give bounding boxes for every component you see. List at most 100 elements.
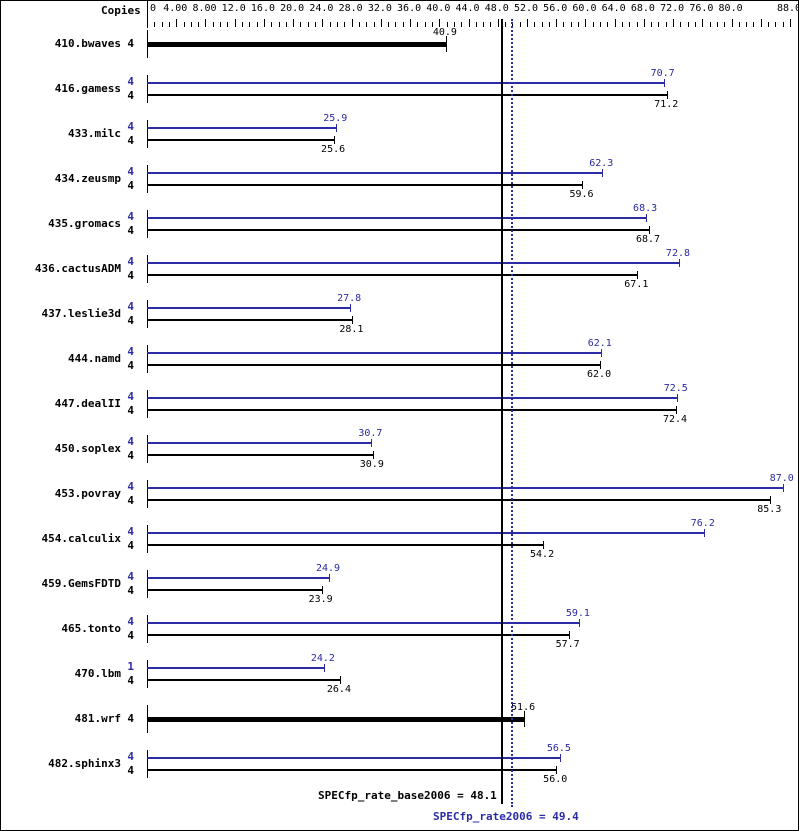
tick-mark <box>505 22 506 27</box>
peak-value: 87.0 <box>769 473 794 484</box>
tick-label: 40.0 <box>426 3 451 14</box>
peak-bar <box>147 262 679 264</box>
tick-mark <box>359 22 360 27</box>
tick-mark <box>220 22 221 27</box>
tick-mark <box>622 22 623 27</box>
base-bar-end <box>676 406 677 414</box>
peak-bar <box>147 532 704 534</box>
peak-bar-end <box>323 664 325 672</box>
benchmark-label: 447.dealII <box>54 397 121 410</box>
base-bar <box>147 499 771 501</box>
base-bar <box>147 42 446 47</box>
benchmark-label: 465.tonto <box>61 622 121 635</box>
base-value: 67.1 <box>624 279 649 290</box>
peak-copies: 4 <box>127 210 134 223</box>
base-value: 51.6 <box>511 702 536 713</box>
peak-bar-end <box>371 439 373 447</box>
tick-mark <box>775 22 776 27</box>
tick-mark <box>483 22 484 27</box>
tick-mark <box>410 19 411 27</box>
row-axis <box>147 660 148 688</box>
tick-mark <box>366 22 367 27</box>
tick-mark <box>695 22 696 27</box>
tick-mark <box>308 22 309 27</box>
base-value: 72.4 <box>663 414 688 425</box>
base-bar-end <box>667 91 669 99</box>
peak-bar-end <box>676 394 678 402</box>
tick-mark <box>688 22 689 27</box>
peak-bar <box>147 487 783 489</box>
peak-copies: 1 <box>127 660 134 673</box>
benchmark-label: 481.wrf <box>74 712 121 725</box>
copies-value: 4 <box>127 37 134 50</box>
row-axis <box>147 750 148 778</box>
tick-mark <box>585 19 586 27</box>
row-axis <box>147 570 148 598</box>
base-value: 25.6 <box>321 144 346 155</box>
base-value: 28.1 <box>339 324 364 335</box>
base-bar-end <box>543 541 545 549</box>
base-bar <box>147 454 373 456</box>
row-axis <box>147 480 148 508</box>
benchmark-label: 454.calculix <box>41 532 121 545</box>
tick-label: 8.00 <box>192 3 217 14</box>
tick-label: 24.0 <box>309 3 334 14</box>
base-bar-end <box>372 451 374 459</box>
base-copies: 4 <box>127 764 134 777</box>
base-copies: 4 <box>127 539 134 552</box>
base-copies: 4 <box>127 629 134 642</box>
peak-copies: 4 <box>127 165 134 178</box>
tick-mark <box>593 22 594 27</box>
benchmark-label: 444.namd <box>68 352 121 365</box>
peak-bar <box>147 172 603 174</box>
tick-mark <box>388 22 389 27</box>
row-axis <box>147 525 148 553</box>
peak-bar-end <box>600 349 602 357</box>
peak-value: 72.8 <box>665 248 691 259</box>
base-bar-end <box>352 316 354 324</box>
tick-mark <box>352 19 353 27</box>
peak-value: 62.3 <box>589 158 614 169</box>
tick-mark <box>242 22 243 27</box>
peak-bar-end <box>328 574 330 582</box>
tick-mark <box>147 19 148 27</box>
benchmark-label: 470.lbm <box>74 667 121 680</box>
tick-mark <box>534 22 535 27</box>
copies-header: Copies <box>101 4 141 17</box>
benchmark-label: 453.povray <box>54 487 121 500</box>
tick-mark <box>702 19 703 27</box>
tick-mark <box>381 19 382 27</box>
tick-mark <box>556 19 557 27</box>
peak-value: 76.2 <box>690 518 715 529</box>
peak-bar-end <box>602 169 604 177</box>
base-bar-end <box>770 496 772 504</box>
base-bar <box>147 319 353 321</box>
peak-value: 59.1 <box>565 608 590 619</box>
base-summary-label: SPECfp_rate_base2006 = 48.1 <box>318 789 497 802</box>
tick-mark <box>783 22 784 27</box>
tick-mark <box>600 22 601 27</box>
peak-bar <box>147 397 677 399</box>
peak-value: 70.7 <box>650 68 675 79</box>
peak-copies: 4 <box>127 480 134 493</box>
tick-mark <box>191 22 192 27</box>
benchmark-label: 434.zeusmp <box>54 172 121 185</box>
peak-bar <box>147 622 579 624</box>
peak-copies: 4 <box>127 300 134 313</box>
tick-mark <box>673 19 674 27</box>
peak-value: 24.9 <box>315 563 341 574</box>
tick-mark <box>542 22 543 27</box>
benchmark-label: 433.milc <box>68 127 121 140</box>
tick-label: 64.0 <box>601 3 626 14</box>
peak-reference-line <box>510 19 513 807</box>
peak-copies: 4 <box>127 390 134 403</box>
tick-mark <box>469 19 470 27</box>
benchmark-label: 416.gamess <box>54 82 121 95</box>
tick-mark <box>768 22 769 27</box>
base-copies: 4 <box>127 404 134 417</box>
base-bar-end <box>556 766 558 774</box>
base-copies: 4 <box>127 269 134 282</box>
tick-mark <box>527 19 528 27</box>
benchmark-label: 435.gromacs <box>48 217 121 230</box>
base-value: 59.6 <box>569 189 594 200</box>
